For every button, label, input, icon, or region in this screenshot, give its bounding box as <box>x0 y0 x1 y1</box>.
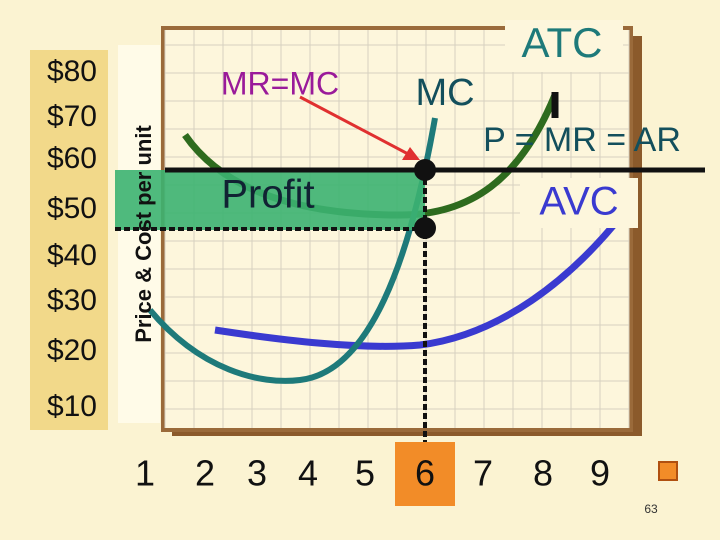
price-line-label: P = MR = AR <box>483 121 681 159</box>
y-label: $40 <box>47 239 97 272</box>
page-number: 63 <box>644 502 658 516</box>
atc-box <box>505 20 623 72</box>
x-label: 9 <box>590 453 610 494</box>
y-label: $10 <box>47 390 97 423</box>
atc-label: ATC <box>522 19 603 66</box>
x-label: 4 <box>298 453 318 494</box>
highlight-box <box>395 442 455 506</box>
y-label: $60 <box>47 142 97 175</box>
y-label: $70 <box>47 100 97 133</box>
mr-mc-label: MR=MC <box>221 65 339 101</box>
profit-label: Profit <box>221 173 314 217</box>
avc-curve <box>214 212 625 350</box>
avc-label: AVC <box>539 180 618 224</box>
profit-area <box>115 170 425 230</box>
arrow-head <box>402 147 420 160</box>
y-label: $20 <box>47 334 97 367</box>
label-panel <box>30 50 108 430</box>
x-label: 8 <box>533 453 553 494</box>
arrow <box>299 95 411 157</box>
slide-icon <box>658 461 678 481</box>
axis-title-box <box>118 45 160 423</box>
x-label: 2 <box>195 453 215 494</box>
mc-label: MC <box>415 72 474 114</box>
y-label: $50 <box>47 192 97 225</box>
atc-point <box>414 217 436 239</box>
x-label: 7 <box>473 453 493 494</box>
y-label: $30 <box>47 284 97 317</box>
y-axis-title: Price & Cost per unit <box>131 125 156 343</box>
y-label: $80 <box>47 55 97 88</box>
x-label: 1 <box>135 453 155 494</box>
mr-mc-point <box>414 159 436 181</box>
x-label: 3 <box>247 453 267 494</box>
x-label: 5 <box>355 453 375 494</box>
y-labels: $80 $70 $60 $50 $40 $30 $20 $10 <box>47 55 97 423</box>
x-label: 6 <box>415 453 435 494</box>
avc-box <box>520 178 638 228</box>
